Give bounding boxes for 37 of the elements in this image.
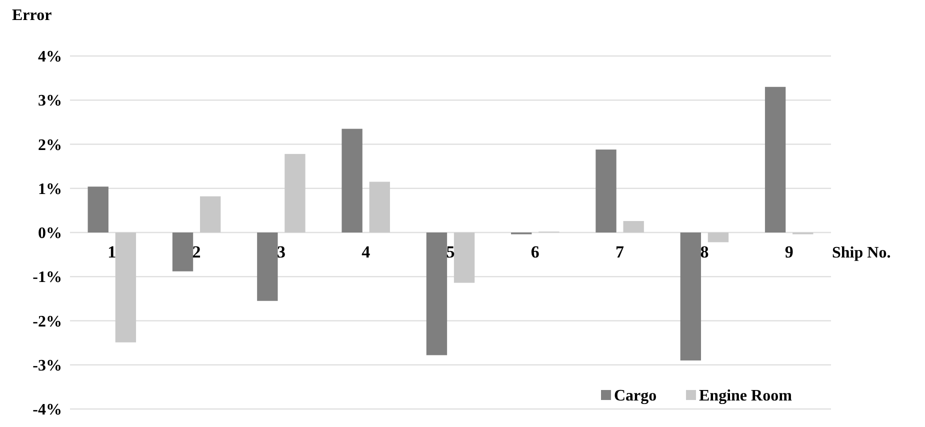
bar (680, 232, 702, 360)
y-tick-label: -1% (32, 269, 62, 286)
x-tick-label: 4 (362, 242, 371, 262)
bar (257, 232, 278, 301)
bar (426, 232, 448, 356)
bar (284, 154, 306, 232)
y-tick-label: 0% (38, 225, 62, 242)
x-axis-title: Ship No. (832, 244, 891, 262)
x-tick-label: 8 (700, 242, 709, 262)
y-tick-label: -2% (32, 313, 62, 330)
bar (708, 232, 729, 242)
legend-label: Cargo (614, 388, 657, 405)
y-tick-label: 1% (38, 180, 62, 198)
x-tick-label: 2 (192, 242, 201, 262)
bar (596, 150, 616, 232)
bar (342, 128, 362, 232)
bar (172, 232, 194, 272)
bar (764, 86, 786, 232)
x-tick-label: 6 (530, 242, 540, 262)
bar (115, 232, 136, 342)
x-tick-label: 7 (616, 242, 625, 262)
y-axis-title: Error (12, 7, 52, 24)
x-tick-label: 9 (784, 242, 794, 262)
y-tick-label: 3% (38, 92, 62, 110)
legend-label: Engine Room (699, 388, 793, 405)
y-tick-label: 4% (38, 48, 62, 66)
y-tick-label: -3% (32, 357, 62, 374)
y-tick-label: -4% (32, 402, 62, 419)
x-tick-label: 1 (108, 242, 116, 262)
bar (623, 221, 644, 232)
bar (88, 186, 108, 232)
bar (200, 196, 221, 232)
x-tick-label: 5 (446, 242, 455, 262)
bar (454, 232, 475, 283)
bar (369, 182, 390, 232)
x-tick-label: 3 (276, 242, 286, 262)
y-tick-label: 2% (38, 136, 62, 154)
